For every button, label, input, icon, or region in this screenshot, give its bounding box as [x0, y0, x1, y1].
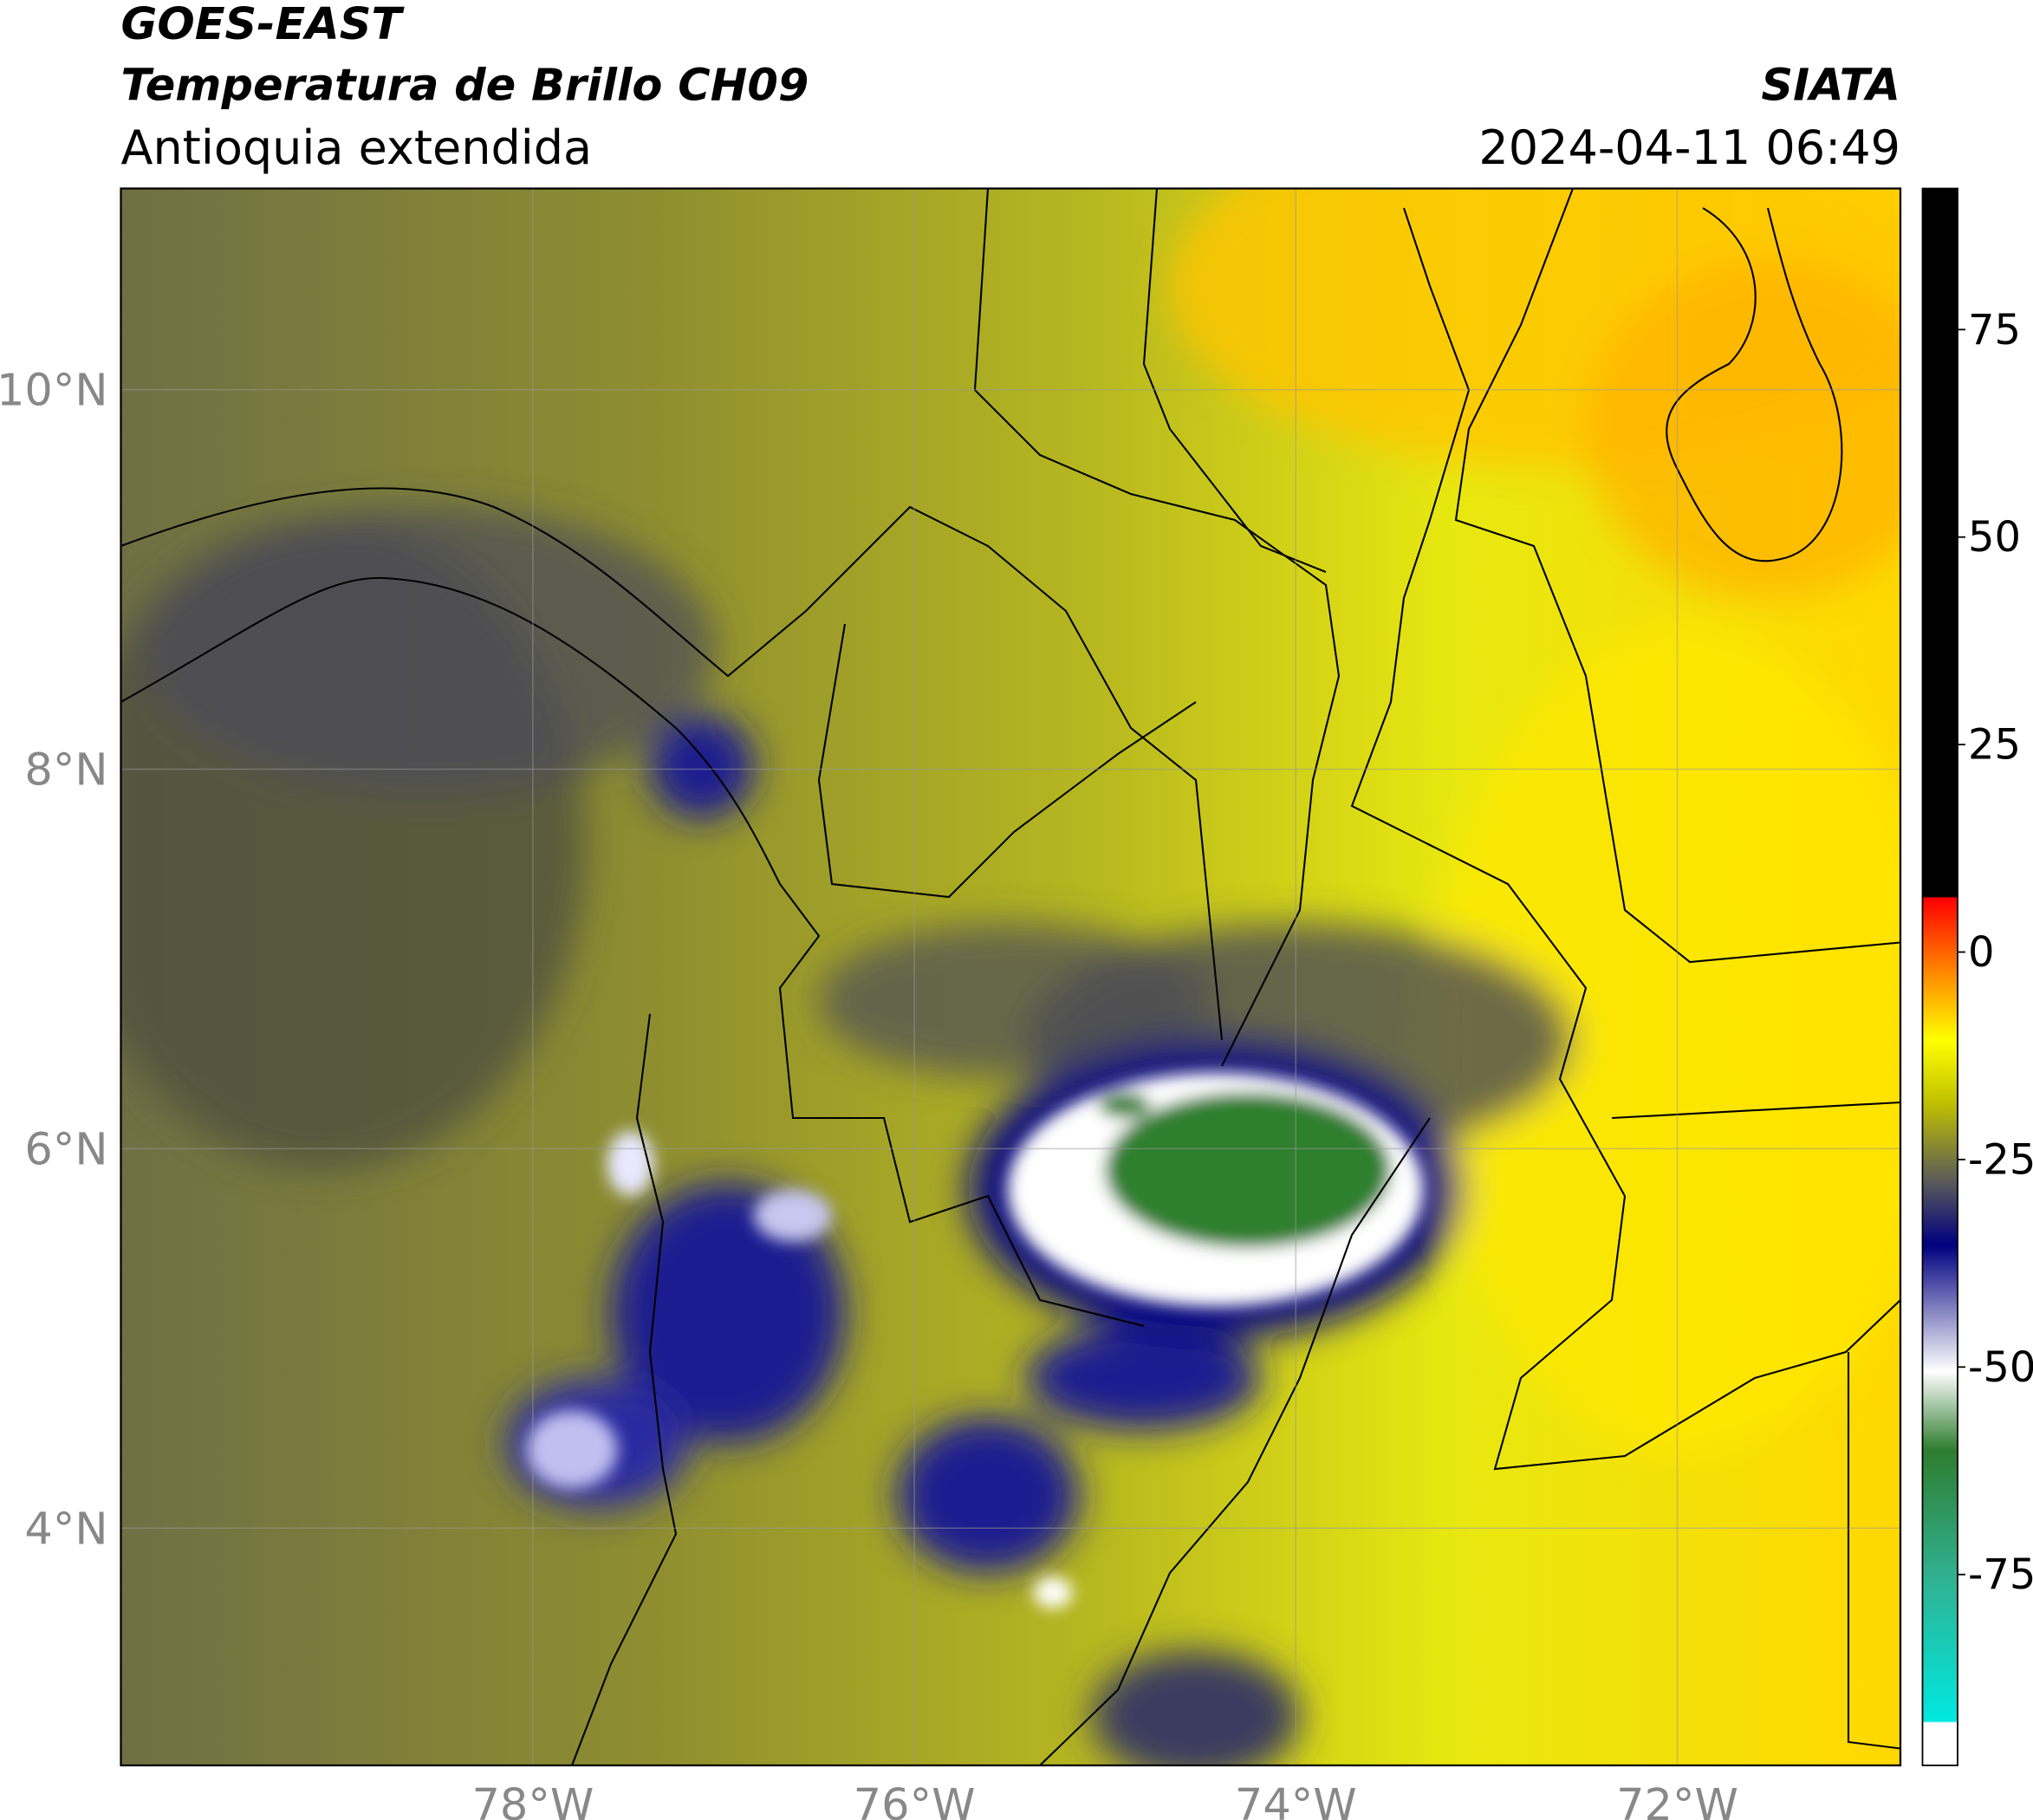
- colorbar: [1921, 187, 1958, 1766]
- colorbar-tick-label: 0: [1968, 928, 1995, 977]
- colorbar-tick-label: -25: [1968, 1135, 2033, 1184]
- colorbar-tick-label: -75: [1968, 1550, 2033, 1599]
- borders: [120, 188, 1900, 1765]
- y-tick-label: 4°N: [24, 1504, 107, 1555]
- y-tick-label: 6°N: [24, 1124, 107, 1175]
- storm-core: [526, 1072, 1424, 1609]
- x-tick-label: 78°W: [471, 1780, 594, 1820]
- map-area: [120, 188, 1900, 1765]
- colorbar-tick-label: 75: [1968, 306, 2021, 354]
- colorbar-tick-label: 50: [1968, 513, 2021, 562]
- x-tick-label: 74°W: [1235, 1780, 1357, 1820]
- source-label: SIATA: [1761, 61, 1900, 112]
- colorbar-tick-label: 25: [1968, 721, 2021, 770]
- colorbar-tick-label: -50: [1968, 1343, 2033, 1392]
- x-tick-label: 72°W: [1616, 1780, 1738, 1820]
- x-tick-label: 76°W: [854, 1780, 976, 1820]
- datetime-label: 2024-04-11 06:49: [1478, 120, 1900, 175]
- satellite-title: GOES-EAST: [121, 0, 406, 50]
- grid: [120, 188, 1900, 1765]
- product-title: Temperatura de Brillo CH09: [121, 61, 809, 112]
- region-subtitle: Antioquia extendida: [121, 120, 593, 175]
- y-tick-label: 8°N: [24, 744, 107, 796]
- y-tick-label: 10°N: [0, 366, 108, 417]
- map-frame: [120, 187, 1902, 1767]
